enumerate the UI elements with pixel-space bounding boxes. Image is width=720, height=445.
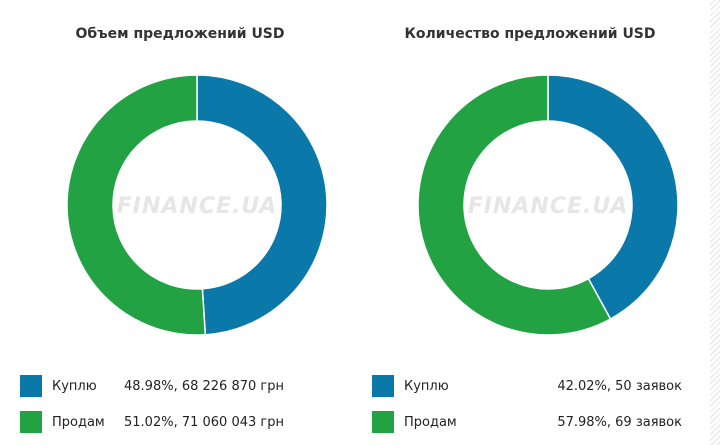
count-legend-item-buy[interactable]: Куплю 42.02%, 50 заявок — [372, 372, 682, 400]
count-legend-item-sell[interactable]: Продам 57.98%, 69 заявок — [372, 408, 682, 436]
buy-swatch — [372, 375, 394, 397]
watermark-logo: FINANCE.UA — [468, 194, 629, 219]
legend-label-buy: Куплю — [404, 378, 449, 394]
buy-swatch — [20, 375, 42, 397]
volume-donut-chart: FINANCE.UA — [66, 74, 328, 336]
legend-value-sell: 51.02%, 71 060 043 грн — [124, 414, 284, 430]
legend-value-buy: 42.02%, 50 заявок — [557, 378, 682, 394]
legend-value-buy: 48.98%, 68 226 870 грн — [124, 378, 284, 394]
volume-legend-item-buy[interactable]: Куплю 48.98%, 68 226 870 грн — [20, 372, 340, 400]
legend-value-sell: 57.98%, 69 заявок — [557, 414, 682, 430]
donut-slice-buy[interactable] — [196, 74, 328, 336]
count-legend: Куплю 42.02%, 50 заявок Продам 57.98%, 6… — [372, 372, 682, 444]
sell-swatch — [372, 411, 394, 433]
volume-chart-panel: Объем предложений USD FINANCE.UA Куплю 4… — [20, 26, 340, 444]
legend-label-buy: Куплю — [52, 378, 97, 394]
legend-label-sell: Продам — [52, 414, 105, 430]
volume-legend-item-sell[interactable]: Продам 51.02%, 71 060 043 грн — [20, 408, 340, 436]
donut-slice-sell[interactable] — [417, 74, 612, 336]
sell-swatch — [20, 411, 42, 433]
legend-label-sell: Продам — [404, 414, 457, 430]
count-donut-chart: FINANCE.UA — [417, 74, 679, 336]
volume-chart-title: Объем предложений USD — [75, 26, 285, 42]
count-chart-title: Количество предложений USD — [404, 26, 656, 42]
volume-legend: Куплю 48.98%, 68 226 870 грн Продам 51.0… — [20, 372, 340, 444]
count-chart-panel: Количество предложений USD FINANCE.UA Ку… — [360, 0, 720, 445]
watermark-logo: FINANCE.UA — [117, 194, 278, 219]
page-edge-decoration — [710, 0, 720, 445]
donut-slice-sell[interactable] — [66, 74, 207, 336]
donut-slice-buy[interactable] — [547, 74, 679, 321]
